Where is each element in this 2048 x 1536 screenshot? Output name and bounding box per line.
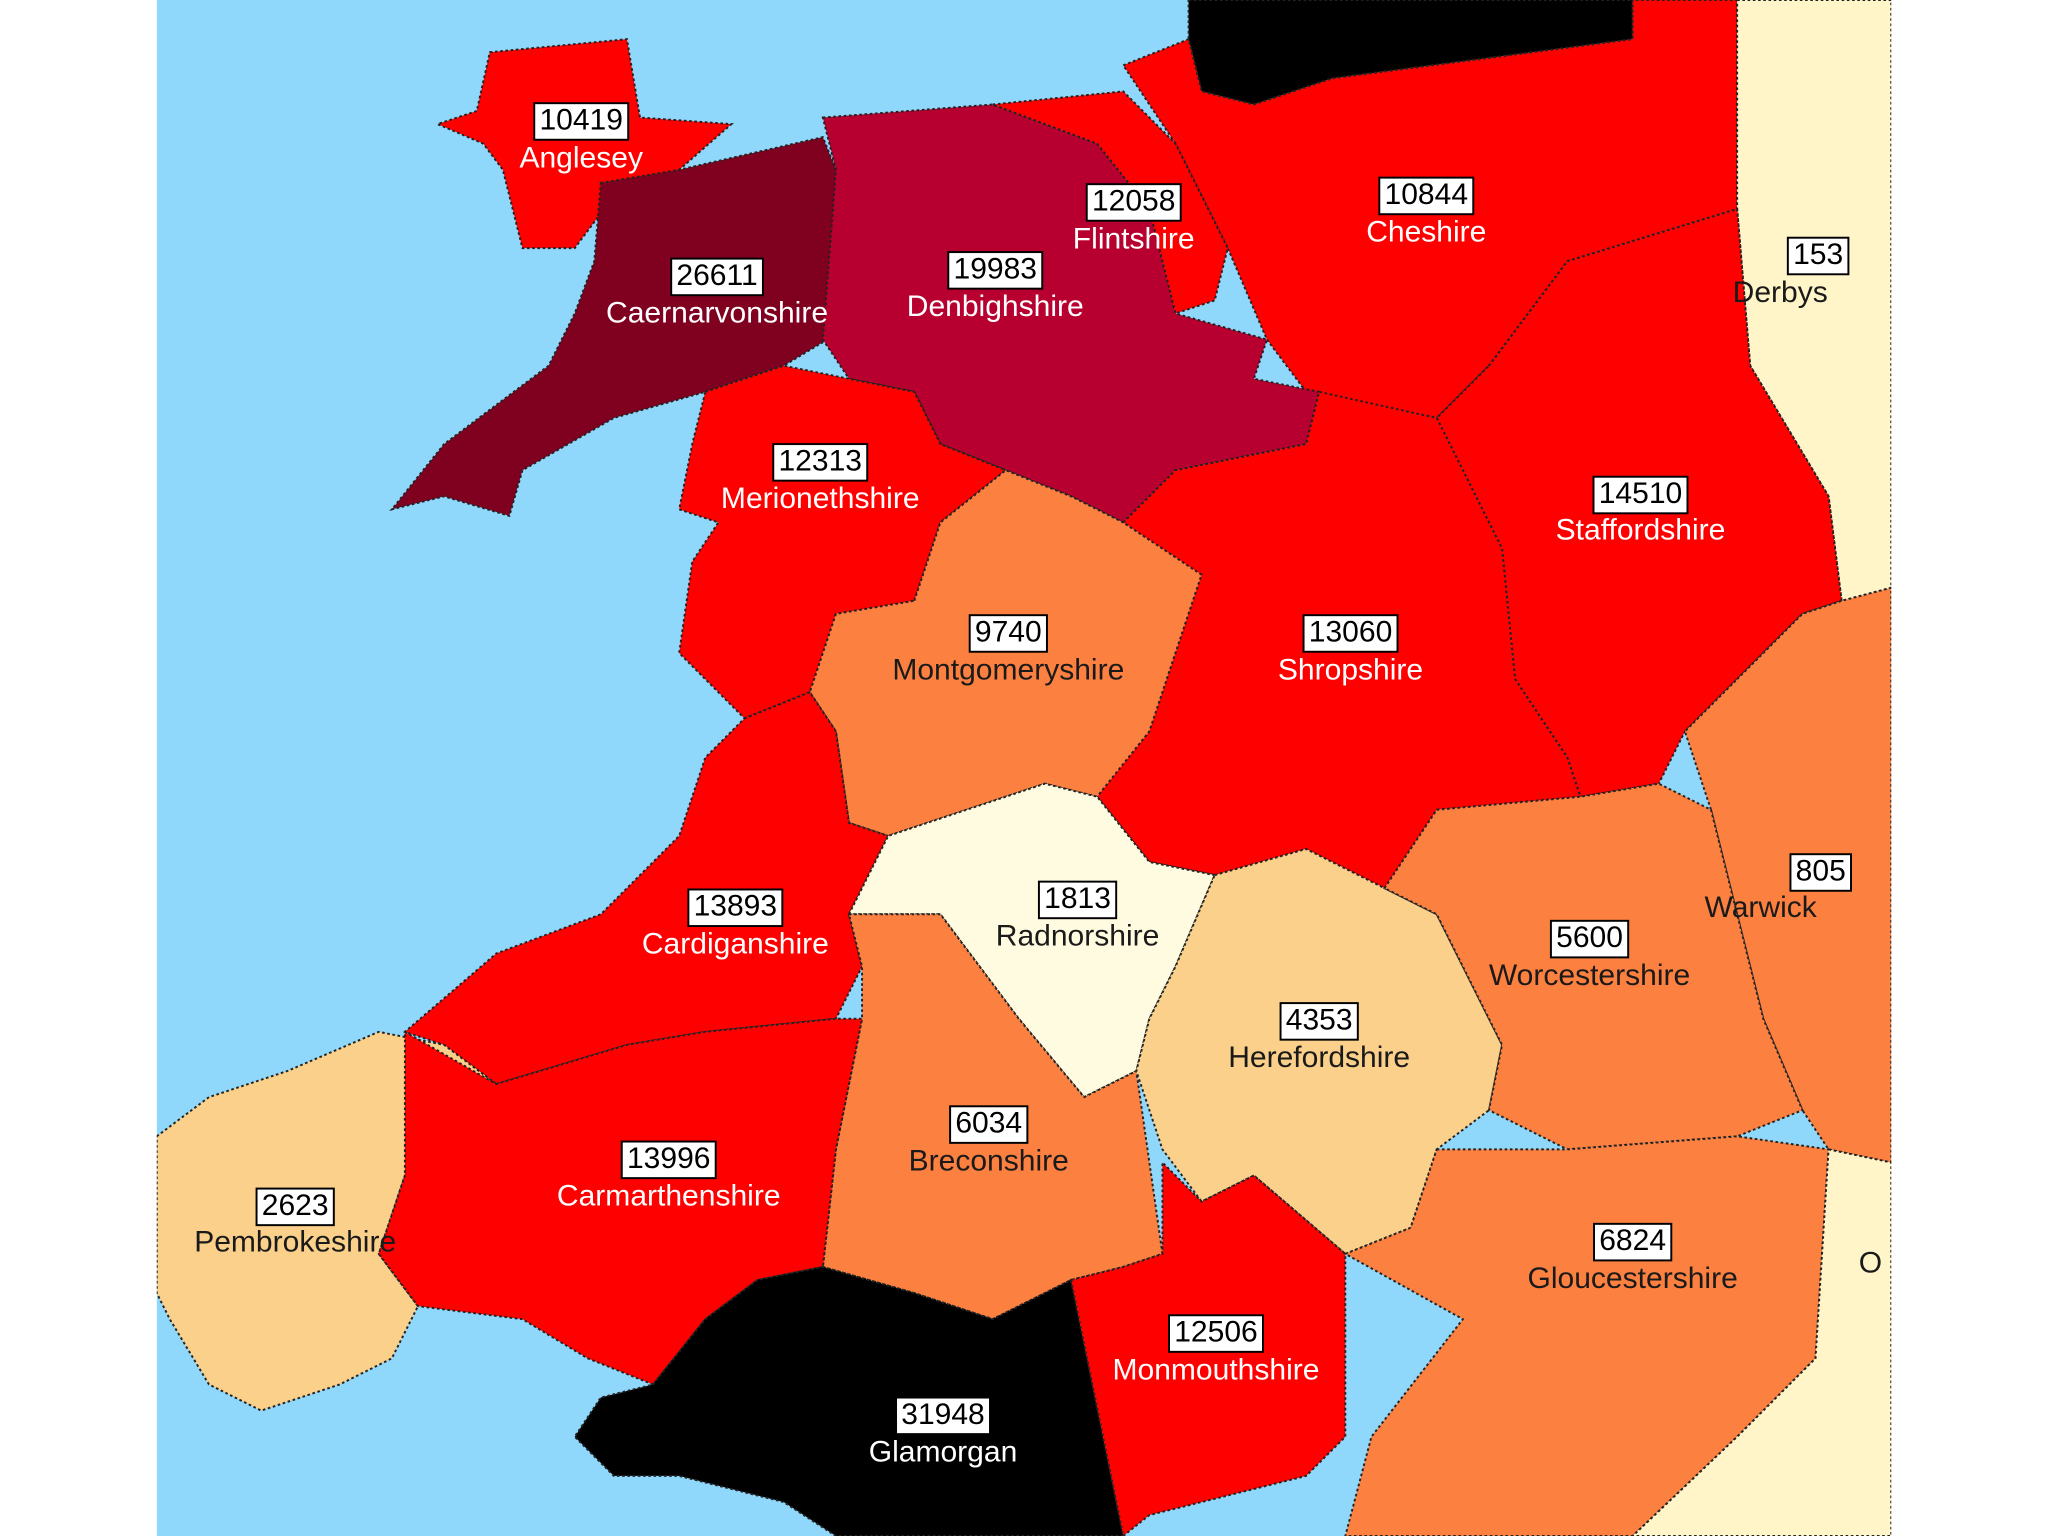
region-name: Merionethshire bbox=[721, 482, 920, 515]
value-box bbox=[1302, 614, 1399, 653]
region-name: Carmarthenshire bbox=[557, 1180, 781, 1213]
value-box bbox=[687, 888, 784, 928]
value-box bbox=[1037, 880, 1118, 920]
value-label: 13060 bbox=[1309, 615, 1393, 648]
value-box bbox=[1593, 1222, 1673, 1262]
county bbox=[678, 364, 1008, 720]
value-label: 9740 bbox=[975, 615, 1042, 648]
value-label: 6824 bbox=[1599, 1224, 1666, 1257]
value-box bbox=[533, 102, 630, 141]
value-box bbox=[947, 251, 1044, 290]
value-label: 19983 bbox=[954, 252, 1038, 285]
value-label: 805 bbox=[1796, 854, 1846, 887]
county bbox=[1135, 847, 1504, 1256]
value-label: 1813 bbox=[1044, 882, 1111, 915]
region-name: Warwick bbox=[1704, 891, 1817, 924]
value-box bbox=[1592, 475, 1689, 515]
value-box bbox=[670, 257, 764, 297]
value-box bbox=[968, 614, 1048, 653]
value-label: 12058 bbox=[1092, 184, 1176, 217]
value-label: 13996 bbox=[627, 1142, 711, 1175]
value-box bbox=[1549, 919, 1630, 959]
value-box bbox=[1279, 1002, 1359, 1041]
region-name: Glamorgan bbox=[869, 1436, 1018, 1469]
region-name: Cardiganshire bbox=[642, 928, 829, 961]
value-label: 31948 bbox=[901, 1398, 985, 1431]
value-label: 12313 bbox=[778, 444, 862, 477]
region-name: Gloucestershire bbox=[1527, 1262, 1737, 1295]
region-name: Derbys bbox=[1733, 276, 1828, 309]
region-name: Worcestershire bbox=[1489, 959, 1690, 992]
county bbox=[434, 38, 734, 250]
value-label: 4353 bbox=[1286, 1003, 1353, 1036]
region-name: Caernarvonshire bbox=[606, 297, 828, 330]
value-label: 153 bbox=[1793, 238, 1843, 271]
labels: 10419 Anglesey 26611 Caernarvonshire 19983 De… bbox=[194, 102, 1882, 1469]
value-label: 13893 bbox=[694, 890, 778, 923]
value-box bbox=[255, 1187, 335, 1227]
region-name: Montgomeryshire bbox=[892, 653, 1124, 686]
value-label: 6034 bbox=[955, 1107, 1022, 1140]
value-box bbox=[1786, 236, 1850, 276]
county bbox=[1383, 782, 1804, 1151]
region-name: Pembrokeshire bbox=[194, 1225, 396, 1258]
county bbox=[389, 136, 851, 518]
value-box bbox=[620, 1140, 717, 1180]
region-name: Herefordshire bbox=[1228, 1041, 1410, 1074]
region-name: Anglesey bbox=[519, 141, 643, 174]
region-name: Shropshire bbox=[1278, 653, 1423, 686]
map-area: 10419 Anglesey 26611 Caernarvonshire 19983 De… bbox=[156, 0, 1892, 1536]
county bbox=[1631, 1148, 1892, 1536]
value-label: 10419 bbox=[539, 103, 623, 136]
value-box bbox=[1789, 853, 1852, 892]
county bbox=[992, 90, 1229, 315]
region-name: Staffordshire bbox=[1556, 514, 1726, 547]
value-box bbox=[1378, 176, 1475, 216]
region-name: Denbighshire bbox=[907, 290, 1084, 323]
region-name: O bbox=[1859, 1246, 1882, 1279]
region-name: Breconshire bbox=[909, 1144, 1069, 1177]
region-name: Flintshire bbox=[1073, 222, 1195, 255]
value-box bbox=[1085, 183, 1182, 222]
value-box bbox=[949, 1105, 1029, 1144]
value-label: 14510 bbox=[1599, 477, 1683, 510]
county bbox=[1683, 586, 1892, 1164]
value-label: 2623 bbox=[262, 1189, 329, 1222]
value-label: 10844 bbox=[1385, 178, 1469, 211]
value-box bbox=[895, 1396, 991, 1436]
value-label: 12506 bbox=[1174, 1315, 1258, 1348]
county bbox=[573, 1265, 1125, 1536]
region-name: Cheshire bbox=[1366, 216, 1486, 249]
value-label: 5600 bbox=[1556, 921, 1623, 954]
value-box bbox=[1168, 1314, 1264, 1353]
region-name: Radnorshire bbox=[996, 920, 1160, 953]
value-box bbox=[772, 443, 869, 482]
value-label: 26611 bbox=[676, 259, 757, 292]
region-name: Monmouthshire bbox=[1113, 1353, 1320, 1386]
